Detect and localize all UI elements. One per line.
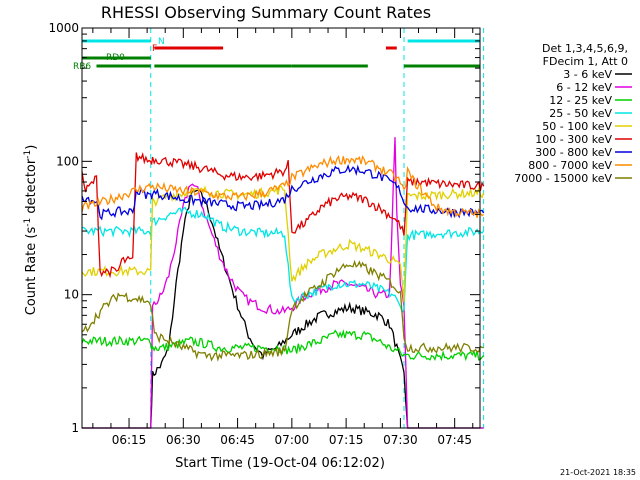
chart-title: RHESSI Observing Summary Count Rates <box>101 3 431 22</box>
series-line-2 <box>81 329 485 362</box>
legend-header-line-1: Det 1,3,4,5,6,9, <box>542 42 628 55</box>
legend-label-6: 300 - 800 keV <box>535 146 612 159</box>
series-line-3 <box>81 206 485 314</box>
series-line-4 <box>81 185 485 303</box>
y-axis-label-mid: detector <box>24 158 39 218</box>
series-line-7 <box>81 154 485 218</box>
y-tick-label-2: 100 <box>56 154 79 168</box>
y-axis-label-main: Count Rate (s <box>24 227 39 316</box>
y-tick-label-3: 1000 <box>48 21 79 35</box>
x-tick-label-3: 07:00 <box>275 433 310 447</box>
night-flag-label: N <box>158 37 165 47</box>
legend-label-7: 800 - 7000 keV <box>528 159 612 172</box>
series-line-6 <box>81 163 485 221</box>
x-tick-label-6: 07:45 <box>437 433 472 447</box>
rd0-flag-label: RD0 <box>106 53 125 63</box>
legend-label-0: 3 - 6 keV <box>563 68 612 81</box>
series-line-1 <box>82 137 484 429</box>
x-tick-label-4: 07:15 <box>329 433 364 447</box>
y-axis-label-sup: -1 <box>23 218 33 227</box>
x-tick-label-0: 06:15 <box>112 433 147 447</box>
legend-label-3: 25 - 50 keV <box>549 107 612 120</box>
x-tick-label-5: 07:30 <box>383 433 418 447</box>
plot-frame <box>81 27 481 429</box>
series-line-5 <box>81 151 485 279</box>
y-axis-label: Count Rate (s-1 detector-1) <box>23 145 39 316</box>
y-tick-label-1: 10 <box>64 288 79 302</box>
legend-header-line-2: FDecim 1, Att 0 <box>543 55 628 68</box>
series-line-0 <box>82 189 484 429</box>
timestamp: 21-Oct-2021 18:35 <box>560 468 636 477</box>
legend-label-2: 12 - 25 keV <box>549 94 612 107</box>
legend-label-4: 50 - 100 keV <box>542 120 612 133</box>
x-tick-label-1: 06:30 <box>166 433 201 447</box>
series-line-8 <box>81 259 484 362</box>
legend-label-1: 6 - 12 keV <box>556 81 612 94</box>
flare-flag-label: F <box>152 44 157 54</box>
y-axis-label-sup2: -1 <box>23 150 33 159</box>
x-tick-label-2: 06:45 <box>220 433 255 447</box>
y-tick-label-0: 1 <box>71 421 79 435</box>
y-axis-label-end: ) <box>24 145 39 150</box>
legend-label-5: 100 - 300 keV <box>535 133 612 146</box>
x-axis-label: Start Time (19-Oct-04 06:12:02) <box>175 456 385 471</box>
legend-label-8: 7000 - 15000 keV <box>514 172 612 185</box>
